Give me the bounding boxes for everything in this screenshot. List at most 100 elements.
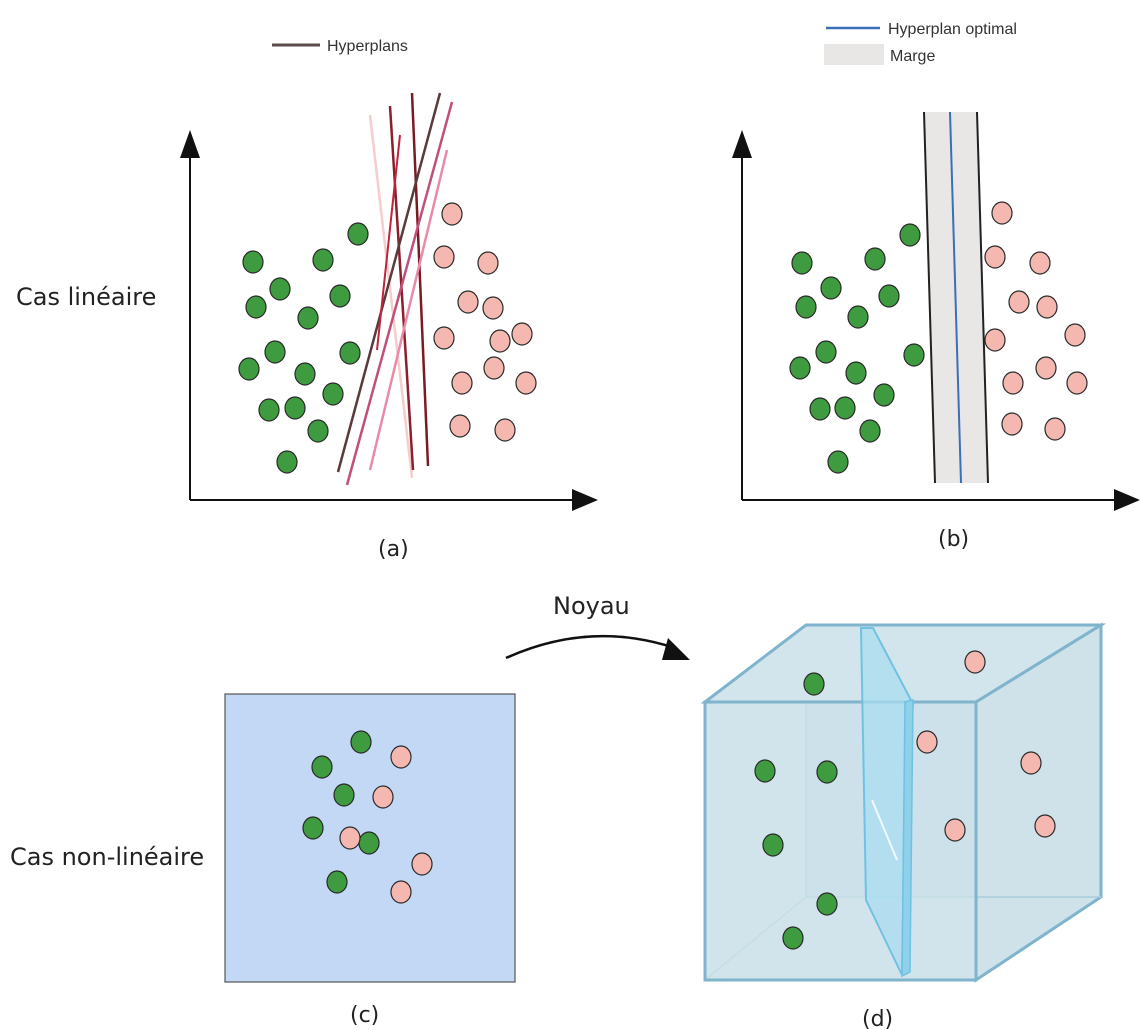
class-b-point xyxy=(339,826,361,850)
class-a-point xyxy=(294,362,316,386)
class-a-point xyxy=(864,247,886,271)
class-a-point xyxy=(347,222,369,246)
panel-a-caption: (a) xyxy=(378,537,409,562)
hyperplane-line xyxy=(336,92,442,473)
class-b-point xyxy=(1034,814,1056,838)
class-b-point xyxy=(1035,356,1057,380)
class-b-point xyxy=(1020,751,1042,775)
class-b-point xyxy=(511,322,533,346)
class-a-point xyxy=(827,450,849,474)
class-b-point xyxy=(1001,412,1023,436)
class-a-point xyxy=(350,730,372,754)
optimal-hyperplane-legend-label: Hyperplan optimal xyxy=(888,21,1017,38)
class-b-point xyxy=(1066,371,1088,395)
class-a-point xyxy=(834,396,856,420)
class-a-point xyxy=(903,343,925,367)
class-a-point xyxy=(339,341,361,365)
hyperplane-legend-label: Hyperplans xyxy=(327,38,408,55)
class-b-point xyxy=(1029,251,1051,275)
panel-b-points xyxy=(789,201,1088,474)
class-b-point xyxy=(1036,295,1058,319)
class-a-point xyxy=(264,340,286,364)
margin-boundary-right xyxy=(976,111,989,484)
class-a-point xyxy=(754,759,776,783)
curved-arrow-icon xyxy=(505,634,676,660)
hyperplane-line xyxy=(376,134,401,351)
class-a-point xyxy=(307,419,329,443)
class-b-point xyxy=(1002,371,1024,395)
class-a-point xyxy=(873,383,895,407)
margin-legend-label: Marge xyxy=(890,48,935,65)
panel-a-legend: Hyperplans xyxy=(272,38,408,55)
class-a-point xyxy=(245,295,267,319)
class-a-point xyxy=(820,276,842,300)
axis-arrow-icon xyxy=(180,130,200,158)
class-a-point xyxy=(815,340,837,364)
class-b-point xyxy=(494,418,516,442)
class-b-point xyxy=(984,245,1006,269)
class-a-point xyxy=(847,305,869,329)
linear-case-label: Cas linéaire xyxy=(16,283,156,311)
class-a-point xyxy=(358,831,380,855)
class-b-point xyxy=(451,371,473,395)
class-b-point xyxy=(457,290,479,314)
class-b-point xyxy=(991,201,1013,225)
class-b-point xyxy=(411,852,433,876)
class-a-point xyxy=(809,397,831,421)
margin-boundary-left xyxy=(923,111,936,484)
separating-plane-edge xyxy=(901,699,914,978)
hyperplane-line xyxy=(345,101,454,486)
panel-c-points xyxy=(302,730,433,904)
panel-d-points xyxy=(754,650,1056,950)
panel-a: Hyperplans (a) xyxy=(180,38,598,562)
class-b-point xyxy=(1008,290,1030,314)
class-a-point xyxy=(762,833,784,857)
class-a-point xyxy=(311,755,333,779)
panel-b-caption: (b) xyxy=(938,527,969,552)
class-b-point xyxy=(441,202,463,226)
panel-a-hyperplanes xyxy=(336,92,454,486)
class-a-point xyxy=(816,892,838,916)
panel-a-points xyxy=(238,202,537,474)
panel-b-legend: Hyperplan optimal Marge xyxy=(824,21,1017,65)
kernel-transform: Noyau xyxy=(505,592,690,660)
class-a-point xyxy=(276,450,298,474)
class-a-point xyxy=(322,382,344,406)
class-a-point xyxy=(284,396,306,420)
class-b-point xyxy=(1044,417,1066,441)
hyperplane-line xyxy=(368,149,449,471)
class-a-point xyxy=(238,357,260,381)
class-a-point xyxy=(816,760,838,784)
class-b-point xyxy=(483,356,505,380)
class-b-point xyxy=(964,650,986,674)
class-a-point xyxy=(859,419,881,443)
panel-a-axes xyxy=(180,130,598,511)
class-b-point xyxy=(390,880,412,904)
class-a-point xyxy=(845,361,867,385)
panel-b-axes xyxy=(732,130,1140,511)
class-a-point xyxy=(795,295,817,319)
axis-arrow-icon xyxy=(732,130,752,158)
separating-plane xyxy=(859,627,915,978)
class-a-point xyxy=(803,672,825,696)
class-a-point xyxy=(899,223,921,247)
class-a-point xyxy=(258,398,280,422)
class-b-point xyxy=(1064,323,1086,347)
class-a-point xyxy=(789,356,811,380)
class-a-point xyxy=(242,250,264,274)
hyperplane-line xyxy=(410,92,430,467)
panel-c-caption: (c) xyxy=(350,1003,379,1028)
optimal-hyperplane-line xyxy=(949,111,962,484)
class-b-point xyxy=(477,251,499,275)
axis-arrow-icon xyxy=(1114,489,1140,511)
class-a-point xyxy=(333,783,355,807)
panel-b: Hyperplan optimal Marge (b) xyxy=(732,21,1140,552)
class-b-point xyxy=(984,328,1006,352)
class-a-point xyxy=(269,277,291,301)
class-a-point xyxy=(329,284,351,308)
nonlinear-case-label: Cas non-linéaire xyxy=(10,843,204,871)
class-a-point xyxy=(791,251,813,275)
class-b-point xyxy=(482,296,504,320)
panel-d-caption: (d) xyxy=(862,1007,893,1030)
